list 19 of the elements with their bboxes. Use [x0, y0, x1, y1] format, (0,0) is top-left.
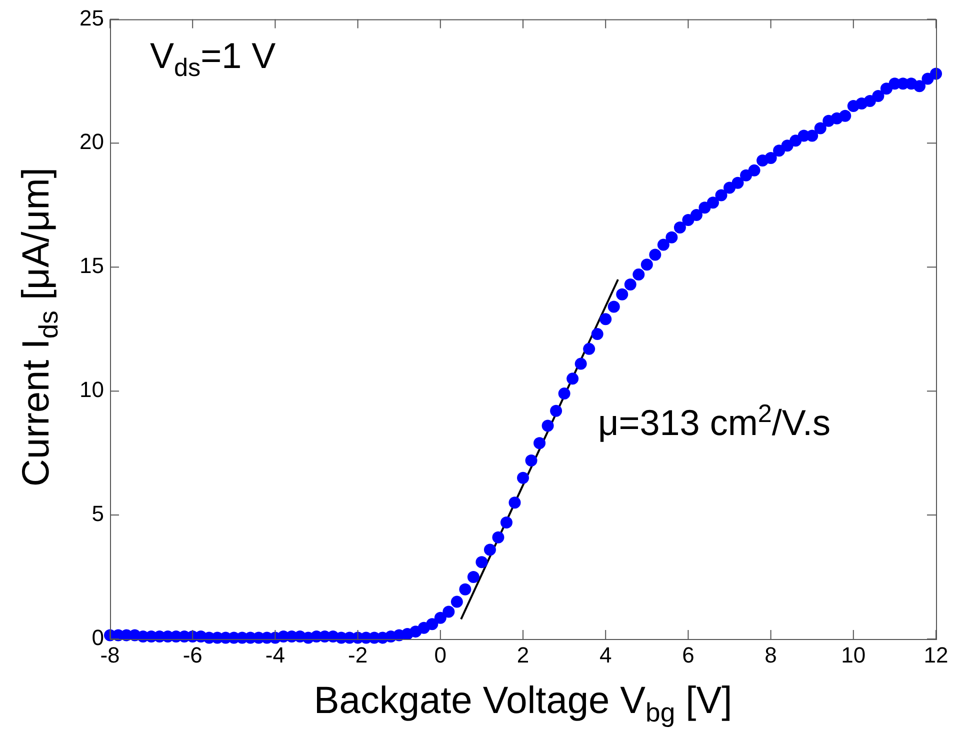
annotation: V$_{ds}$=1 V	[150, 35, 276, 84]
x-tick-label: -4	[265, 642, 285, 668]
x-tick-label: 6	[682, 642, 694, 668]
x-tick-label: 0	[434, 642, 447, 668]
x-tick-label: -6	[182, 642, 202, 668]
x-axis-title: Backgate Voltage V$_{bg}$ [V]	[314, 680, 732, 729]
x-tick-label: 12	[924, 642, 948, 668]
y-tick-label: 15	[80, 253, 104, 278]
y-tick-label: 0	[92, 625, 104, 650]
annotation: μ=313 cm$^{2}$/V.s	[598, 400, 831, 444]
y-tick-label: 25	[80, 5, 104, 30]
x-tick-label: 10	[841, 642, 866, 668]
x-tick-label: 2	[516, 642, 530, 668]
y-tick-label: 20	[80, 129, 104, 154]
y-tick-label: 10	[80, 377, 104, 402]
x-tick-label: -2	[348, 642, 368, 668]
y-tick-label: 5	[92, 501, 104, 526]
x-tick-label: 4	[599, 642, 612, 668]
x-tick-label: 8	[764, 642, 777, 668]
